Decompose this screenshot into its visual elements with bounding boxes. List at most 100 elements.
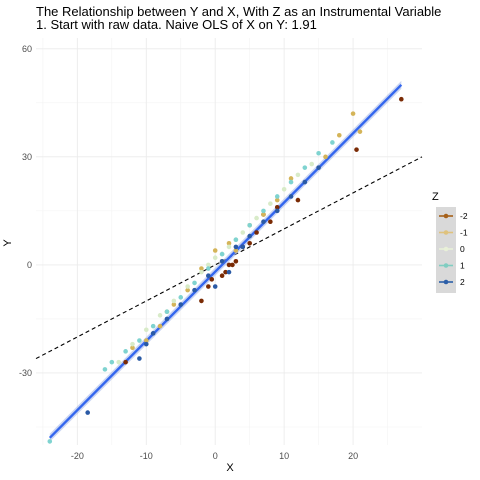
data-point-z1 [302, 165, 308, 170]
data-point-z-2 [247, 241, 252, 246]
data-point-z0 [295, 172, 301, 178]
data-point-z1 [150, 323, 156, 329]
data-point-z2 [150, 331, 156, 336]
x-tick-label: -20 [71, 451, 84, 461]
data-point-z1 [102, 367, 108, 372]
y-tick-label: 60 [22, 44, 32, 54]
data-point-z-2 [233, 259, 239, 264]
data-point-z-1 [336, 132, 342, 138]
x-tick-label: 20 [348, 451, 358, 461]
legend: Z -2 -1 0 1 2 [432, 191, 468, 293]
data-point-z-2 [209, 277, 215, 282]
data-point-z1 [316, 150, 321, 156]
data-point-z0 [226, 244, 232, 250]
data-point-z1 [247, 222, 252, 228]
data-point-z1 [164, 309, 170, 315]
legend-label: 1 [460, 261, 465, 271]
data-point-z-2 [354, 147, 359, 152]
y-axis-title: Y [2, 239, 14, 247]
chart-subtitle: 1. Start with raw data. Naive OLS of X o… [36, 17, 317, 32]
data-point-z2 [192, 287, 197, 293]
legend-key-point [443, 263, 449, 268]
data-point-z1 [192, 280, 197, 286]
data-point-z-2 [226, 262, 232, 268]
data-point-z-1 [323, 154, 328, 160]
legend-key-point [443, 230, 449, 235]
data-point-z-1 [226, 241, 232, 246]
data-point-z2 [226, 269, 232, 275]
data-point-z2 [247, 233, 252, 239]
legend-label: -2 [460, 211, 468, 221]
data-points [47, 96, 404, 444]
y-tick-label: 0 [27, 260, 32, 270]
data-point-z-2 [219, 273, 225, 279]
data-point-z2 [219, 259, 225, 264]
data-point-z-1 [171, 302, 177, 307]
data-point-z1 [274, 194, 280, 199]
x-tick-label: 0 [213, 451, 218, 461]
data-point-z1 [330, 140, 335, 145]
data-point-z-1 [357, 129, 363, 134]
data-point-z2 [85, 410, 90, 415]
data-point-z-2 [199, 298, 204, 304]
data-point-z2 [274, 208, 280, 214]
data-point-z2 [164, 316, 170, 322]
data-point-z0 [212, 255, 218, 261]
data-point-z0 [157, 313, 163, 318]
fit-line [48, 80, 403, 442]
data-point-z-2 [123, 359, 128, 365]
data-point-z1 [47, 439, 53, 444]
data-point-z1 [233, 237, 239, 242]
data-point-z-1 [350, 111, 356, 116]
data-point-z0 [130, 341, 135, 347]
data-point-z2 [261, 219, 266, 224]
y-tick-label: 30 [22, 152, 32, 162]
data-point-z-2 [399, 96, 404, 102]
data-point-z1 [261, 208, 266, 214]
data-point-z1 [109, 359, 115, 365]
legend-label: 0 [460, 244, 465, 254]
legend-title: Z [432, 191, 439, 203]
data-point-z2 [316, 165, 321, 170]
data-point-z2 [288, 194, 294, 199]
data-point-z-2 [295, 197, 301, 203]
data-point-z-1 [261, 212, 266, 217]
data-point-z-1 [185, 287, 190, 293]
data-point-z2 [143, 341, 149, 347]
data-point-z-2 [206, 284, 211, 289]
data-point-z2 [206, 273, 211, 279]
data-point-z0 [309, 161, 315, 167]
data-point-z-1 [274, 197, 280, 203]
legend-label: -1 [460, 228, 468, 238]
data-point-z-1 [130, 345, 135, 351]
data-point-z2 [137, 356, 142, 361]
data-point-z1 [178, 295, 184, 300]
data-point-z0 [143, 327, 149, 333]
data-point-z-2 [274, 204, 280, 210]
fit-regression-line [48, 83, 403, 439]
data-point-z1 [206, 266, 211, 271]
legend-key-point [443, 246, 449, 252]
data-point-z-1 [199, 266, 204, 271]
data-point-z-2 [254, 230, 259, 235]
data-point-z0 [240, 230, 246, 235]
data-point-z2 [178, 302, 184, 307]
data-point-z-2 [268, 219, 273, 224]
data-point-z0 [281, 186, 287, 192]
legend-key-point [443, 213, 449, 219]
data-point-z0 [206, 262, 211, 268]
data-point-z0 [116, 359, 122, 365]
data-point-z-1 [143, 338, 149, 343]
data-point-z1 [137, 338, 142, 343]
legend-key-point [443, 279, 449, 285]
data-point-z0 [199, 269, 204, 275]
tick-labels: -20 -10 0 10 20 -30 0 30 60 [19, 44, 358, 461]
data-point-z2 [233, 244, 239, 250]
data-point-z-2 [223, 269, 228, 275]
data-point-z2 [302, 179, 308, 185]
data-point-z-1 [233, 248, 239, 253]
y-tick-label: -30 [19, 368, 32, 378]
data-point-z-1 [288, 176, 294, 181]
x-tick-label: 10 [279, 451, 289, 461]
